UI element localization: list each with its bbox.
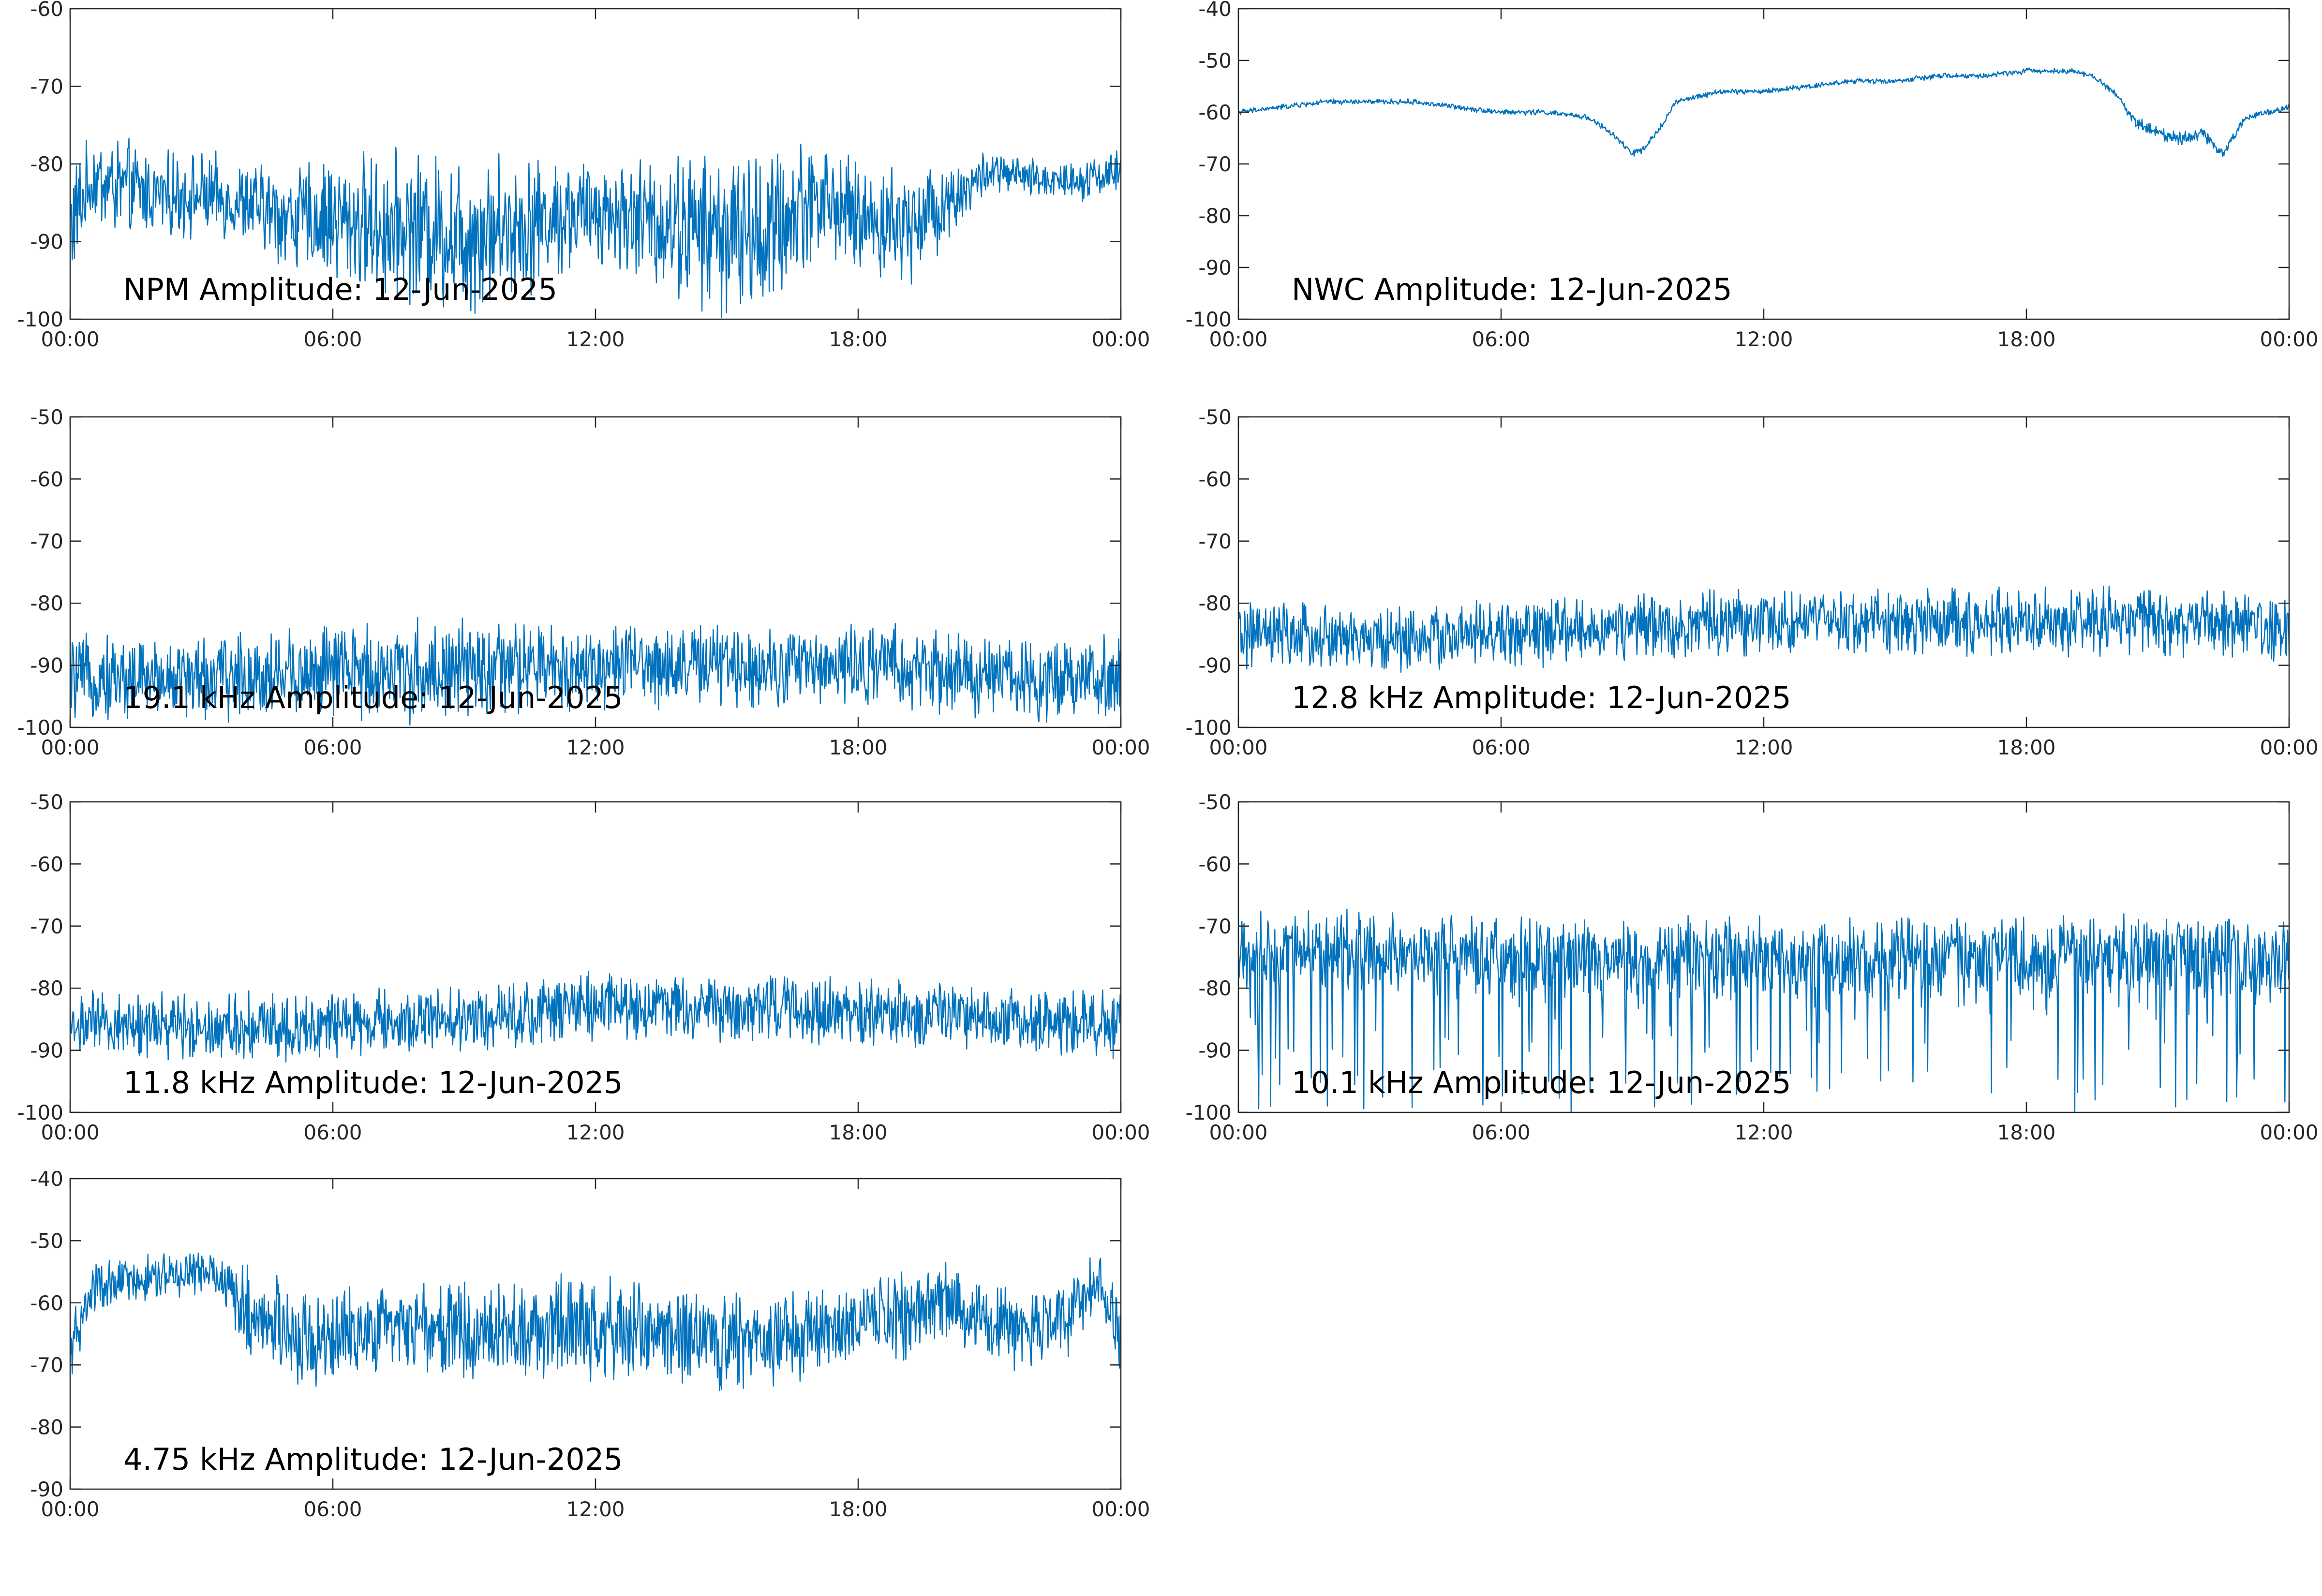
- panel-title: 10.1 kHz Amplitude: 12-Jun-2025: [1292, 1065, 1791, 1100]
- y-tick-label: -100: [1186, 1101, 1232, 1124]
- chart-panel-12.8khz: 00:00 06:00 12:00 18:00 00:00-100-90-80-70-6…: [1186, 405, 2319, 759]
- x-tick-label: 06:00: [303, 1497, 362, 1521]
- y-tick-label: -50: [1198, 405, 1232, 429]
- y-tick-label: -90: [1198, 654, 1232, 678]
- y-tick-label: -80: [30, 152, 63, 176]
- y-tick-label: -50: [1198, 49, 1232, 73]
- x-tick-label: 00:00: [1091, 736, 1150, 759]
- x-tick-label: 00:00: [2260, 1121, 2318, 1144]
- x-tick-label: 00:00: [41, 327, 99, 351]
- y-tick-label: -70: [30, 915, 63, 938]
- y-tick-label: -60: [1198, 852, 1232, 876]
- y-tick-label: -80: [1198, 976, 1232, 1000]
- x-tick-label: 12:00: [1734, 736, 1793, 759]
- x-tick-label: 00:00: [41, 1497, 99, 1521]
- x-tick-label: 12:00: [566, 736, 625, 759]
- x-tick-label: 18:00: [829, 327, 887, 351]
- y-tick-label: -100: [17, 308, 63, 331]
- y-tick-label: -100: [1186, 308, 1232, 331]
- series-line-npm: [69, 137, 1122, 318]
- x-tick-label: 06:00: [303, 736, 362, 759]
- x-tick-label: 18:00: [1997, 327, 2055, 351]
- y-tick-label: -70: [30, 75, 63, 99]
- y-tick-label: -100: [1186, 716, 1232, 739]
- x-tick-label: 12:00: [566, 327, 625, 351]
- panel-title: 11.8 kHz Amplitude: 12-Jun-2025: [123, 1065, 623, 1100]
- y-tick-label: -100: [17, 716, 63, 739]
- x-tick-label: 12:00: [1734, 1121, 1793, 1144]
- x-tick-label: 06:00: [1472, 736, 1530, 759]
- y-tick-label: -70: [1198, 530, 1232, 553]
- y-tick-label: -70: [1198, 152, 1232, 176]
- series-line-10.1khz: [1237, 908, 2290, 1113]
- x-tick-label: 00:00: [1091, 1121, 1150, 1144]
- series-line-nwc: [1238, 67, 2290, 157]
- x-tick-label: 00:00: [41, 736, 99, 759]
- y-tick-label: -90: [30, 1478, 63, 1501]
- y-tick-label: -90: [30, 654, 63, 678]
- y-tick-label: -80: [1198, 204, 1232, 228]
- x-tick-label: 18:00: [1997, 736, 2055, 759]
- x-tick-label: 12:00: [1734, 327, 1793, 351]
- x-tick-label: 18:00: [829, 1121, 887, 1144]
- y-tick-label: -40: [1198, 0, 1232, 21]
- panel-title: 12.8 kHz Amplitude: 12-Jun-2025: [1292, 680, 1791, 715]
- x-tick-label: 00:00: [2260, 327, 2318, 351]
- y-tick-label: -60: [30, 1291, 63, 1315]
- x-tick-label: 00:00: [1209, 327, 1267, 351]
- y-tick-label: -60: [1198, 467, 1232, 491]
- x-tick-label: 00:00: [1209, 1121, 1267, 1144]
- x-tick-label: 06:00: [303, 1121, 362, 1144]
- x-tick-label: 06:00: [303, 327, 362, 351]
- panel-title: NPM Amplitude: 12-Jun-2025: [123, 272, 557, 307]
- x-tick-label: 00:00: [1209, 736, 1267, 759]
- chart-panel-4.75khz: 00:00 06:00 12:00 18:00 00:00-90-80-70-60-50…: [30, 1167, 1150, 1521]
- y-tick-label: -100: [17, 1101, 63, 1124]
- x-tick-label: 00:00: [41, 1121, 99, 1144]
- y-tick-label: -50: [1198, 790, 1232, 814]
- chart-panel-11.8khz: 00:00 06:00 12:00 18:00 00:00-100-90-80-70-6…: [17, 790, 1150, 1144]
- y-tick-label: -90: [30, 230, 63, 254]
- chart-panel-npm: 00:00 06:00 12:00 18:00 00:00-100-90-80-70-6…: [17, 0, 1150, 351]
- chart-panel-nwc: 00:00 06:00 12:00 18:00 00:00-100-90-80-70-6…: [1186, 0, 2319, 351]
- x-tick-label: 18:00: [829, 1497, 887, 1521]
- x-tick-label: 18:00: [829, 736, 887, 759]
- x-tick-label: 12:00: [566, 1121, 625, 1144]
- x-tick-label: 00:00: [2260, 736, 2318, 759]
- y-tick-label: -50: [30, 405, 63, 429]
- y-tick-label: -60: [30, 852, 63, 876]
- y-tick-label: -70: [30, 1353, 63, 1377]
- x-tick-label: 06:00: [1472, 1121, 1530, 1144]
- panel-title: 19.1 kHz Amplitude: 12-Jun-2025: [123, 680, 623, 715]
- chart-panel-10.1khz: 00:00 06:00 12:00 18:00 00:00-100-90-80-70-6…: [1186, 790, 2319, 1144]
- y-tick-label: -90: [30, 1039, 63, 1063]
- series-line-12.8khz: [1237, 585, 2290, 673]
- y-tick-label: -60: [30, 467, 63, 491]
- y-tick-label: -90: [1198, 256, 1232, 280]
- chart-panel-19.1khz: 00:00 06:00 12:00 18:00 00:00-100-90-80-70-6…: [17, 405, 1150, 759]
- y-tick-label: -50: [30, 790, 63, 814]
- y-tick-label: -80: [30, 1416, 63, 1439]
- x-tick-label: 00:00: [1091, 327, 1150, 351]
- y-tick-label: -90: [1198, 1039, 1232, 1063]
- x-tick-label: 12:00: [566, 1497, 625, 1521]
- y-tick-label: -80: [30, 591, 63, 615]
- y-tick-label: -80: [30, 976, 63, 1000]
- series-line-4.75khz: [69, 1252, 1122, 1391]
- y-tick-label: -70: [30, 530, 63, 553]
- x-tick-label: 18:00: [1997, 1121, 2055, 1144]
- y-tick-label: -80: [1198, 591, 1232, 615]
- y-tick-label: -60: [30, 0, 63, 21]
- series-line-19.1khz: [69, 617, 1122, 726]
- series-line-11.8khz: [69, 971, 1122, 1063]
- y-tick-label: -70: [1198, 915, 1232, 938]
- y-tick-label: -50: [30, 1229, 63, 1253]
- panel-title: NWC Amplitude: 12-Jun-2025: [1292, 272, 1732, 307]
- x-tick-label: 00:00: [1091, 1497, 1150, 1521]
- panel-title: 4.75 kHz Amplitude: 12-Jun-2025: [123, 1442, 623, 1477]
- y-tick-label: -60: [1198, 101, 1232, 124]
- y-tick-label: -40: [30, 1167, 63, 1191]
- x-tick-label: 06:00: [1472, 327, 1530, 351]
